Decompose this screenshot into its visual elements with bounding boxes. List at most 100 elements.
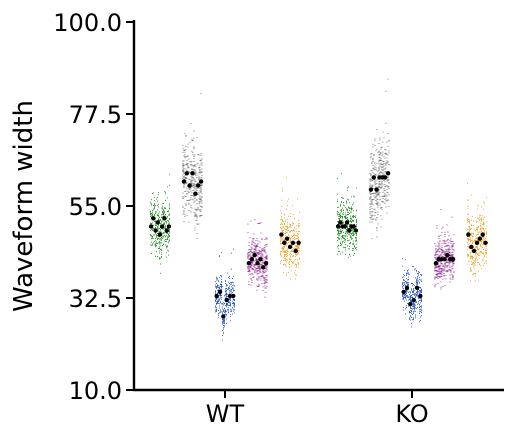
data-point (291, 230, 292, 231)
data-point (196, 199, 198, 201)
data-point (201, 202, 203, 204)
data-point (182, 197, 184, 199)
data-point (280, 219, 281, 221)
data-point (437, 245, 439, 247)
data-point (199, 216, 201, 217)
data-point (419, 278, 420, 280)
data-point (186, 170, 188, 171)
data-point (414, 293, 415, 295)
data-point (413, 303, 414, 305)
data-point (434, 276, 436, 278)
data-point (452, 243, 454, 245)
data-point (290, 258, 291, 260)
data-point (485, 252, 486, 253)
data-point (375, 167, 377, 169)
data-point (479, 255, 480, 256)
data-point (282, 221, 283, 222)
data-point (234, 289, 235, 291)
data-point (226, 318, 227, 320)
data-point (228, 277, 229, 278)
data-point (387, 162, 389, 164)
data-point (342, 237, 343, 239)
data-point (344, 237, 345, 239)
data-point (381, 207, 383, 208)
data-point (162, 203, 163, 205)
data-point (353, 202, 354, 204)
data-point (198, 201, 200, 203)
data-point (234, 312, 235, 314)
data-point (382, 173, 384, 175)
data-point (286, 177, 287, 178)
data-point (222, 311, 223, 313)
data-point (251, 279, 253, 281)
data-point (449, 240, 451, 242)
data-point (356, 224, 357, 226)
data-point (386, 162, 388, 164)
data-point (160, 238, 161, 239)
data-point (483, 221, 484, 223)
data-point (256, 254, 258, 256)
data-point (198, 187, 200, 189)
data-point (290, 238, 291, 240)
data-point (467, 229, 468, 230)
data-point (351, 208, 352, 209)
data-point (415, 268, 416, 270)
data-point (376, 230, 378, 232)
data-point (377, 191, 379, 193)
data-point (384, 186, 386, 188)
data-point (413, 319, 414, 321)
data-point (371, 161, 373, 163)
data-point (161, 222, 162, 224)
data-point (413, 288, 414, 290)
data-point (166, 256, 167, 258)
data-point (472, 273, 473, 275)
data-point (256, 289, 258, 291)
data-point (150, 214, 151, 215)
data-point (158, 219, 159, 220)
data-point (341, 201, 342, 203)
data-point (375, 168, 377, 170)
data-point (386, 188, 388, 190)
data-point (470, 228, 471, 230)
data-point (287, 227, 288, 229)
data-point (225, 281, 226, 282)
data-point (452, 263, 454, 265)
data-point (215, 306, 216, 308)
data-point (475, 257, 476, 259)
data-point (380, 162, 382, 164)
data-point (406, 273, 407, 274)
data-point (191, 176, 193, 178)
data-point (402, 285, 403, 287)
data-point (229, 290, 230, 291)
data-point (348, 248, 349, 250)
data-point (449, 263, 451, 265)
data-point (266, 276, 268, 278)
data-point (451, 244, 453, 246)
data-point (406, 290, 407, 292)
data-point (350, 215, 351, 217)
data-point (434, 255, 436, 257)
data-point (378, 154, 380, 156)
data-point (347, 226, 348, 228)
data-point (280, 254, 281, 256)
data-point (379, 159, 381, 161)
data-point (224, 326, 225, 328)
data-point (354, 246, 355, 247)
data-point (411, 317, 412, 318)
data-point (437, 254, 439, 256)
data-point (478, 279, 479, 281)
data-point (446, 249, 448, 251)
data-point (436, 225, 438, 227)
data-point (281, 219, 282, 220)
data-point (447, 262, 449, 263)
data-point (150, 235, 151, 236)
data-point (473, 256, 474, 258)
data-point (248, 281, 250, 283)
data-point (296, 253, 297, 255)
data-point (264, 251, 266, 253)
data-point (481, 245, 482, 247)
data-point (476, 252, 477, 253)
data-point (382, 192, 384, 193)
data-point (470, 239, 471, 241)
data-point (285, 260, 286, 261)
